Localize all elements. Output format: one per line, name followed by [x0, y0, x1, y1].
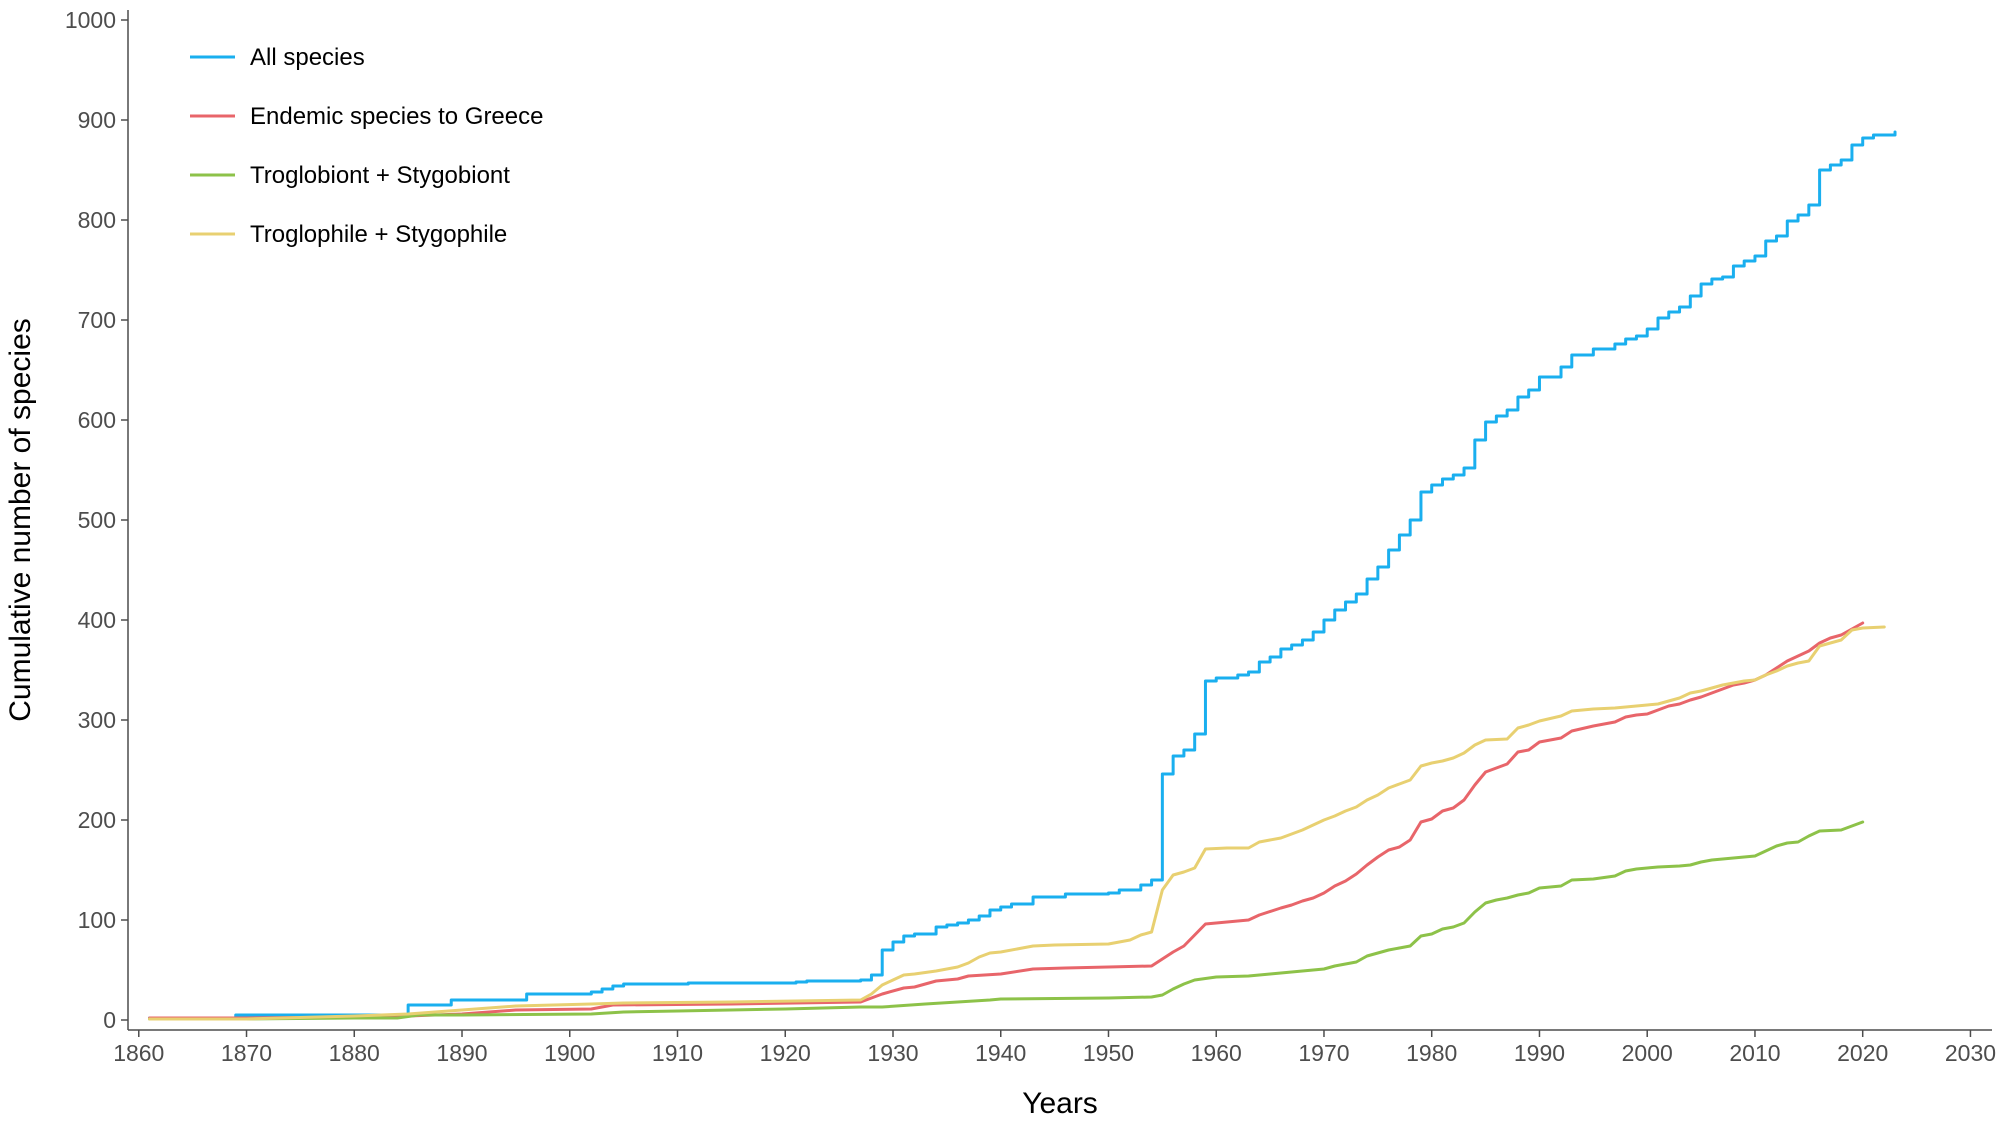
y-tick-label: 200 [78, 807, 116, 833]
y-axis-title: Cumulative number of species [4, 318, 37, 722]
series-line-troglophile-stygophile [148, 625, 1886, 1021]
y-tick-label: 0 [103, 1007, 116, 1033]
y-tick-label: 1000 [65, 7, 116, 33]
x-tick-label: 1970 [1298, 1040, 1349, 1066]
legend-label: All species [250, 44, 365, 71]
y-tick-label: 800 [78, 207, 116, 233]
x-tick-label: 1980 [1406, 1040, 1457, 1066]
x-tick-label: 1910 [652, 1040, 703, 1066]
y-tick-label: 500 [78, 507, 116, 533]
x-axis-ticks: 1860 1870 1880 1890 1900 1910 1920 1930 1940 1950… [113, 1030, 1996, 1066]
x-tick-label: 2020 [1837, 1040, 1888, 1066]
x-tick-label: 1880 [329, 1040, 380, 1066]
legend-label: Troglobiont + Stygobiont [250, 162, 510, 189]
y-tick-label: 700 [78, 307, 116, 333]
y-tick-label: 900 [78, 107, 116, 133]
x-tick-label: 2010 [1729, 1040, 1780, 1066]
legend-label: Endemic species to Greece [250, 103, 543, 130]
x-tick-label: 2030 [1945, 1040, 1996, 1066]
legend: All species Endemic species to Greece Trog… [190, 44, 543, 248]
series-line-all-species [148, 130, 1897, 1020]
x-tick-label: 1920 [760, 1040, 811, 1066]
x-tick-label: 1990 [1514, 1040, 1565, 1066]
x-tick-label: 2000 [1622, 1040, 1673, 1066]
y-tick-label: 100 [78, 907, 116, 933]
y-tick-label: 400 [78, 607, 116, 633]
x-tick-label: 1900 [544, 1040, 595, 1066]
x-tick-label: 1860 [113, 1040, 164, 1066]
y-tick-label: 600 [78, 407, 116, 433]
series-lines [148, 130, 1897, 1021]
x-tick-label: 1890 [436, 1040, 487, 1066]
series-line-troglobiont-stygobiont [148, 820, 1865, 1021]
y-axis-ticks: 0 100 200 300 400 500 600 700 800 900 1000 [65, 7, 128, 1033]
x-tick-label: 1870 [221, 1040, 272, 1066]
x-axis-title: Years [1022, 1087, 1098, 1120]
x-tick-label: 1950 [1083, 1040, 1134, 1066]
series-line-endemic-species-to-greece [148, 621, 1865, 1020]
x-tick-label: 1960 [1191, 1040, 1242, 1066]
legend-label: Troglophile + Stygophile [250, 221, 507, 248]
x-tick-label: 1930 [867, 1040, 918, 1066]
x-tick-label: 1940 [975, 1040, 1026, 1066]
y-tick-label: 300 [78, 707, 116, 733]
